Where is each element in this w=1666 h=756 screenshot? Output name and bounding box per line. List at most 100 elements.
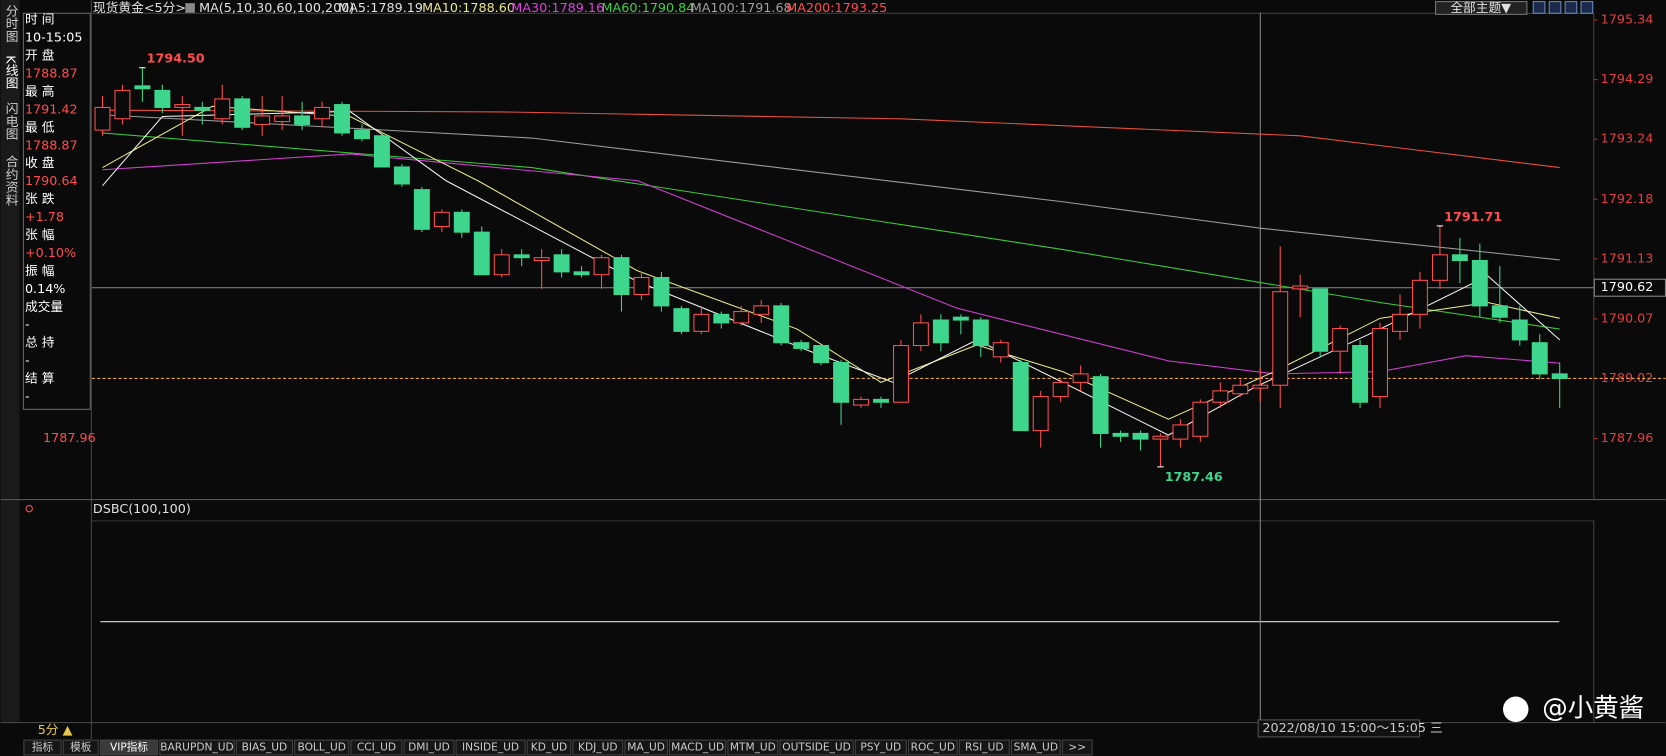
side-tab[interactable]: 闪电图 xyxy=(3,102,18,141)
info-text: 结 算 xyxy=(25,372,55,387)
ma-legend: MA60:1790.84 xyxy=(602,1,695,16)
tab-label[interactable]: >> xyxy=(1068,741,1086,754)
candle-body xyxy=(1112,432,1129,437)
annotation: 1787.46 xyxy=(1165,470,1223,485)
tab[interactable] xyxy=(350,739,403,756)
indicator-icon xyxy=(25,504,33,513)
candle-body xyxy=(713,313,730,324)
tab-label[interactable]: PSY_UD xyxy=(860,741,901,754)
side-tab[interactable]: K线图 xyxy=(3,55,18,89)
candle-body xyxy=(174,104,191,108)
tab-label[interactable]: MA_UD xyxy=(627,741,665,754)
period-selector[interactable]: 5分 ▲ xyxy=(38,723,73,738)
candle-body xyxy=(873,398,889,403)
candle-body xyxy=(94,106,111,131)
candle-body xyxy=(433,211,450,228)
tab-label[interactable]: OUTSIDE_UD xyxy=(782,741,851,754)
tab[interactable] xyxy=(526,739,572,756)
tab[interactable] xyxy=(455,739,526,756)
tab-label[interactable]: SMA_UD xyxy=(1014,741,1058,754)
candle-body xyxy=(513,254,530,259)
info-text: - xyxy=(25,318,30,333)
tab-label[interactable]: VIP指标 xyxy=(110,741,148,754)
info-text: 10-15:05 xyxy=(25,31,83,46)
y-tick-label: 1787.96 xyxy=(1601,431,1654,446)
candle-body xyxy=(653,276,670,307)
tab[interactable] xyxy=(624,739,668,756)
tab-label[interactable]: ROC_UD xyxy=(911,741,955,754)
candle-body xyxy=(673,308,690,332)
tab[interactable] xyxy=(727,739,779,756)
theme-button[interactable] xyxy=(1435,1,1528,15)
tab[interactable] xyxy=(403,739,455,756)
candle-body xyxy=(1232,384,1249,395)
candle-body xyxy=(134,85,151,90)
candle-body xyxy=(733,310,750,324)
candle-body xyxy=(473,231,490,276)
tab[interactable] xyxy=(668,739,727,756)
tab-label[interactable]: BOLL_UD xyxy=(297,741,346,754)
tab[interactable] xyxy=(99,739,159,756)
tab-label[interactable]: CCI_UD xyxy=(357,741,396,754)
ma-legend: MA10:1788.60 xyxy=(422,1,515,16)
info-text: 0.14% xyxy=(25,282,65,297)
symbol: 现货黄金<5分> xyxy=(93,0,186,16)
candle-body xyxy=(314,106,331,120)
candle-body xyxy=(952,316,969,321)
candle-body xyxy=(334,104,350,134)
info-text: - xyxy=(25,354,30,369)
candle-body xyxy=(1392,313,1408,332)
window-button[interactable] xyxy=(1564,1,1578,14)
tab-label[interactable]: 模板 xyxy=(70,741,92,754)
tab[interactable] xyxy=(294,739,350,756)
candle-body xyxy=(753,305,770,315)
tab[interactable] xyxy=(235,739,294,756)
ma-legend: MA(5,10,30,60,100,200) xyxy=(199,1,354,16)
window-button[interactable] xyxy=(1548,1,1562,14)
tab[interactable] xyxy=(572,739,624,756)
tab-label[interactable]: DMI_UD xyxy=(408,741,450,754)
tab-label[interactable]: BARUPDN_UD xyxy=(160,741,233,754)
tab[interactable] xyxy=(779,739,854,756)
candle-body xyxy=(1312,288,1329,352)
candle-body xyxy=(1152,435,1169,440)
tab-label[interactable]: INSIDE_UD xyxy=(462,741,519,754)
y-tick-label: 1794.29 xyxy=(1601,72,1654,87)
tab-label[interactable]: KDJ_UD xyxy=(578,741,617,754)
watermark: @小黄酱 xyxy=(1542,693,1644,723)
price-label: 1790.62 xyxy=(1601,280,1654,295)
tab-label[interactable]: KD_UD xyxy=(531,741,567,754)
candle-body xyxy=(1272,291,1289,386)
candle-body xyxy=(354,129,370,140)
candle-body xyxy=(453,211,470,233)
tab[interactable] xyxy=(907,739,958,756)
ma-line xyxy=(102,153,1560,375)
tab-label[interactable]: RSI_UD xyxy=(965,741,1003,754)
y-tick-label: 1791.13 xyxy=(1601,251,1654,266)
side-tab[interactable]: 分时图 xyxy=(3,4,18,43)
theme-button-label[interactable]: 全部主题▼ xyxy=(1450,0,1511,16)
ma-legend: MA100:1791.68 xyxy=(691,1,792,16)
candle-body xyxy=(633,276,650,296)
info-text: 1791.42 xyxy=(25,102,78,117)
tab-label[interactable]: 指标 xyxy=(32,741,54,754)
tab[interactable] xyxy=(958,739,1010,756)
tab[interactable] xyxy=(23,739,62,756)
tab[interactable] xyxy=(62,739,99,756)
tab[interactable] xyxy=(159,739,235,756)
tab-label[interactable]: MTM_UD xyxy=(730,741,776,754)
tab[interactable] xyxy=(854,739,907,756)
tab-label[interactable]: MACD_UD xyxy=(671,741,724,754)
tab[interactable] xyxy=(1010,739,1061,756)
window-button[interactable] xyxy=(1532,1,1546,14)
candle-body xyxy=(793,342,810,349)
candle-body xyxy=(114,89,131,120)
window-button[interactable] xyxy=(1580,1,1594,14)
info-text: 张 幅 xyxy=(25,228,55,243)
tab[interactable] xyxy=(1061,739,1093,756)
tab-label[interactable]: BIAS_UD xyxy=(242,741,288,754)
candle-body xyxy=(413,189,430,230)
candle-body xyxy=(613,257,630,296)
side-tab[interactable]: 合约资料 xyxy=(3,155,18,206)
candle-body xyxy=(813,345,830,364)
